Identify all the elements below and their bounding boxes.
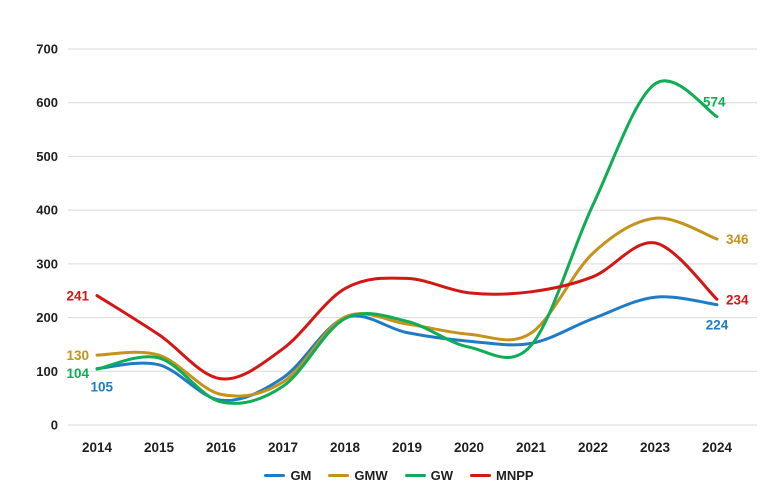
- x-tick-label-2022: 2022: [578, 440, 608, 455]
- y-tick-label-100: 100: [36, 364, 58, 379]
- y-tick-label-300: 300: [36, 256, 58, 271]
- chart-legend: GM GMW GW MNPP: [0, 468, 768, 483]
- legend-item-gm: GM: [264, 468, 311, 483]
- series-line-gm: [95, 295, 719, 403]
- legend-label-gm: GM: [290, 468, 312, 483]
- x-tick-label-2024: 2024: [702, 440, 733, 455]
- y-tick-label-600: 600: [36, 95, 58, 110]
- y-tick-label-200: 200: [36, 310, 58, 325]
- data-label-end-gm: 224: [706, 318, 729, 333]
- data-label-start-mnpp: 241: [66, 289, 89, 304]
- legend-marker-mnpp: [470, 474, 491, 477]
- legend-label-gw: GW: [430, 468, 453, 483]
- legend-item-gw: GW: [404, 468, 453, 483]
- x-tick-label-2019: 2019: [392, 440, 422, 455]
- data-label-start-gw: 104: [66, 366, 89, 381]
- legend-item-mnpp: MNPP: [470, 468, 534, 483]
- legend-marker-gmw: [328, 474, 350, 477]
- series-line-gw: [95, 79, 719, 405]
- x-tick-label-2018: 2018: [330, 440, 361, 455]
- legend-item-gmw: GMW: [328, 468, 388, 483]
- data-label-start-gm: 105: [90, 380, 113, 395]
- legend-label-gmw: GMW: [354, 468, 388, 483]
- series-line-gmw: [95, 216, 719, 398]
- x-tick-label-2015: 2015: [144, 440, 175, 455]
- legend-label-mnpp: MNPP: [496, 468, 534, 483]
- data-label-end-gw: 574: [703, 95, 726, 110]
- x-tick-label-2020: 2020: [454, 440, 484, 455]
- x-tick-label-2016: 2016: [206, 440, 237, 455]
- x-tick-label-2023: 2023: [640, 440, 671, 455]
- x-tick-label-2017: 2017: [268, 440, 298, 455]
- y-tick-label-0: 0: [51, 418, 58, 433]
- data-label-end-gmw: 346: [726, 232, 749, 247]
- y-tick-label-400: 400: [36, 203, 58, 218]
- data-label-end-mnpp: 234: [726, 292, 749, 307]
- data-label-start-gmw: 130: [66, 348, 89, 363]
- x-tick-label-2014: 2014: [82, 440, 113, 455]
- series-line-mnpp: [95, 241, 719, 381]
- y-tick-label-500: 500: [36, 149, 58, 164]
- legend-marker-gw: [404, 474, 426, 477]
- y-tick-label-700: 700: [36, 42, 58, 57]
- x-tick-label-2021: 2021: [516, 440, 547, 455]
- legend-marker-gm: [264, 474, 286, 477]
